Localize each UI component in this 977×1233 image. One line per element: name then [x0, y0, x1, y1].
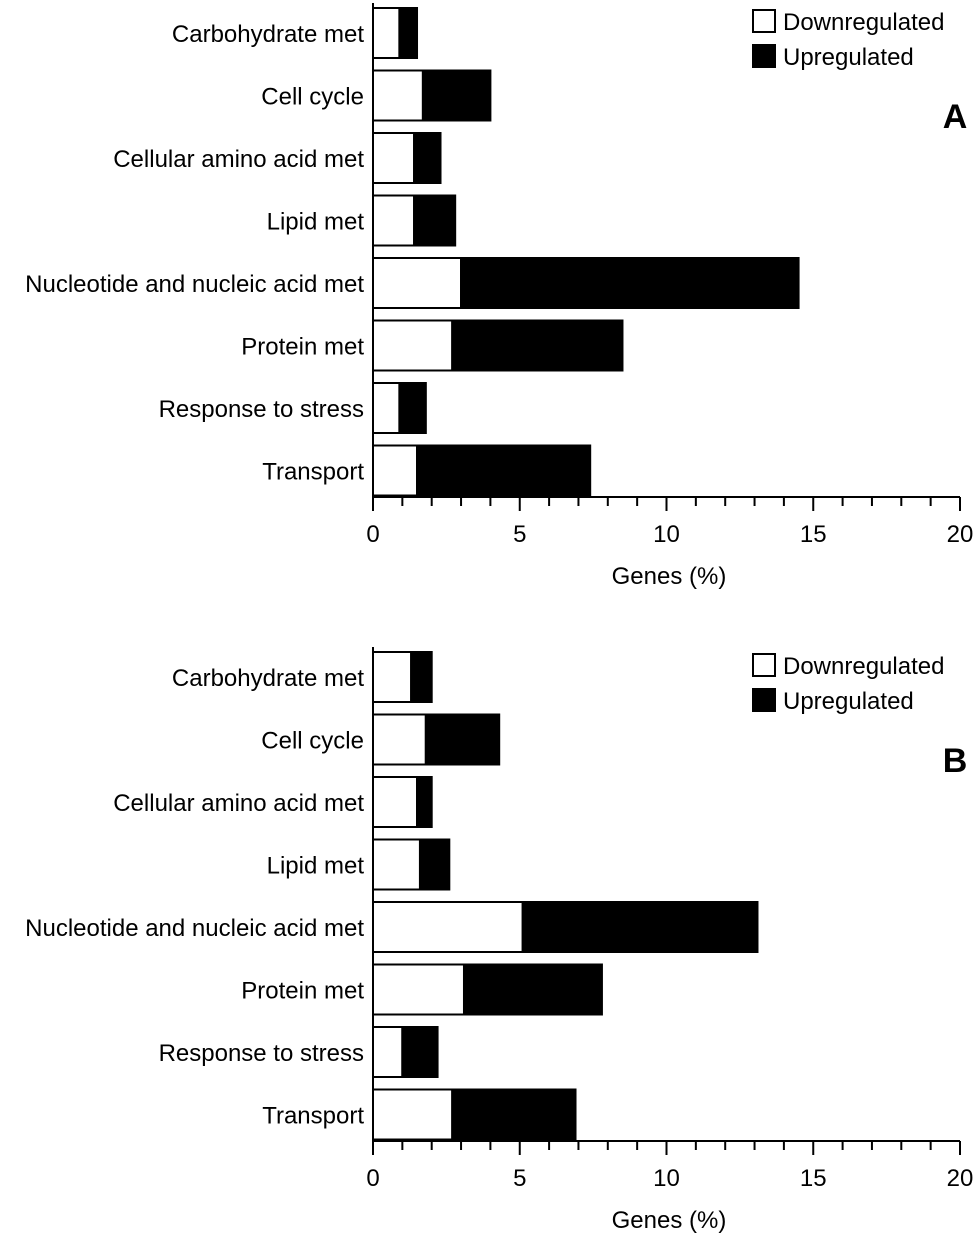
x-tick-label: 5 — [513, 521, 526, 548]
category-label: Transport — [262, 459, 364, 486]
bar-segment-downregulated — [372, 194, 416, 247]
bar-segment-upregulated — [451, 319, 624, 372]
panel-label: B — [943, 742, 968, 780]
category-label: Response to stress — [159, 396, 364, 423]
bar-segment-downregulated — [372, 776, 419, 828]
legend-swatch-upregulated — [752, 688, 776, 712]
legend-swatch-upregulated — [752, 44, 776, 68]
bar-segment-upregulated — [521, 901, 759, 953]
category-label: Protein met — [241, 978, 364, 1005]
category-label: Protein met — [241, 334, 364, 361]
bar-segment-downregulated — [372, 69, 424, 122]
legend-label: Downregulated — [783, 9, 944, 36]
bar-segment-downregulated — [372, 382, 401, 434]
x-axis-title: Genes (%) — [612, 563, 727, 590]
bar-segment-upregulated — [398, 7, 419, 59]
bar-segment-downregulated — [372, 651, 413, 703]
category-label: Cellular amino acid met — [113, 790, 364, 817]
bar-segment-upregulated — [401, 1026, 439, 1078]
bar-segment-upregulated — [451, 1088, 577, 1141]
bar-segment-downregulated — [372, 319, 454, 372]
category-label: Cellular amino acid met — [113, 146, 364, 173]
bar-segment-downregulated — [372, 1088, 454, 1141]
x-tick-label: 0 — [366, 521, 379, 548]
legend-label: Upregulated — [783, 44, 914, 71]
bar-segment-downregulated — [372, 963, 465, 1016]
category-label: Carbohydrate met — [172, 21, 364, 48]
x-tick-label: 20 — [947, 1165, 974, 1192]
bar-segment-downregulated — [372, 257, 463, 309]
category-label: Cell cycle — [261, 728, 364, 755]
category-label: Nucleotide and nucleic acid met — [25, 915, 364, 942]
legend-swatch-downregulated — [752, 9, 776, 33]
bar-segment-upregulated — [413, 194, 457, 247]
bar-segment-upregulated — [398, 382, 427, 434]
bar-segment-upregulated — [416, 776, 433, 828]
bar-segment-upregulated — [416, 444, 592, 497]
bar-segment-downregulated — [372, 713, 427, 766]
category-label: Transport — [262, 1103, 364, 1130]
legend-label: Downregulated — [783, 653, 944, 680]
bar-segment-downregulated — [372, 7, 401, 59]
x-tick-label: 5 — [513, 1165, 526, 1192]
category-label: Carbohydrate met — [172, 665, 364, 692]
bar-segment-downregulated — [372, 901, 524, 953]
bar-segment-upregulated — [413, 132, 442, 184]
x-tick-label: 15 — [800, 521, 827, 548]
x-tick-label: 10 — [653, 521, 680, 548]
bar-segment-downregulated — [372, 838, 421, 891]
bar-segment-upregulated — [410, 651, 433, 703]
category-label: Response to stress — [159, 1040, 364, 1067]
legend-swatch-downregulated — [752, 653, 776, 677]
x-tick-label: 20 — [947, 521, 974, 548]
bar-segment-downregulated — [372, 444, 419, 497]
bar-segment-upregulated — [460, 257, 800, 309]
category-label: Lipid met — [267, 853, 365, 880]
bar-segment-downregulated — [372, 1026, 404, 1078]
bar-segment-upregulated — [421, 69, 492, 122]
x-tick-label: 10 — [653, 1165, 680, 1192]
category-label: Lipid met — [267, 209, 365, 236]
category-label: Nucleotide and nucleic acid met — [25, 271, 364, 298]
legend-label: Upregulated — [783, 688, 914, 715]
category-label: Cell cycle — [261, 84, 364, 111]
panel-label: A — [943, 98, 968, 136]
bar-segment-downregulated — [372, 132, 416, 184]
x-axis-title: Genes (%) — [612, 1207, 727, 1233]
bar-segment-upregulated — [462, 963, 603, 1016]
bar-segment-upregulated — [418, 838, 451, 891]
bar-segment-upregulated — [424, 713, 501, 766]
x-tick-label: 15 — [800, 1165, 827, 1192]
x-tick-label: 0 — [366, 1165, 379, 1192]
